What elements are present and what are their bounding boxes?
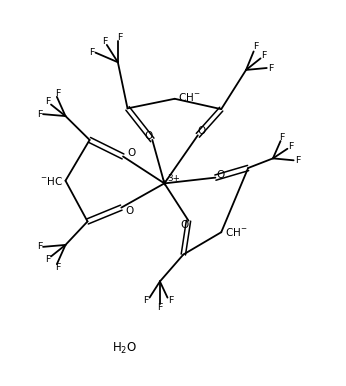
Text: H$_2$O: H$_2$O	[112, 341, 137, 356]
Text: F: F	[89, 48, 94, 57]
Text: F: F	[45, 255, 50, 264]
Text: F: F	[55, 88, 60, 98]
Text: Y: Y	[161, 178, 167, 188]
Text: O: O	[144, 131, 152, 141]
Text: CH$^{-}$: CH$^{-}$	[225, 226, 247, 238]
Text: F: F	[253, 42, 258, 51]
Text: F: F	[37, 110, 42, 119]
Text: 3+: 3+	[167, 173, 181, 183]
Text: F: F	[102, 37, 108, 46]
Text: F: F	[168, 296, 174, 305]
Text: F: F	[295, 156, 300, 165]
Text: F: F	[37, 242, 42, 251]
Text: F: F	[280, 133, 285, 142]
Text: F: F	[288, 142, 293, 151]
Text: F: F	[55, 264, 60, 273]
Text: F: F	[268, 64, 274, 73]
Text: CH$^{-}$: CH$^{-}$	[178, 91, 201, 103]
Text: F: F	[261, 51, 267, 60]
Text: O: O	[126, 207, 134, 217]
Text: F: F	[45, 97, 50, 106]
Text: F: F	[157, 303, 163, 312]
Text: O: O	[180, 220, 189, 230]
Text: F: F	[144, 296, 149, 305]
Text: F: F	[117, 33, 122, 42]
Text: O: O	[198, 127, 206, 137]
Text: O: O	[128, 148, 136, 158]
Text: $^{-}$HC: $^{-}$HC	[40, 175, 63, 187]
Text: O: O	[217, 169, 225, 179]
